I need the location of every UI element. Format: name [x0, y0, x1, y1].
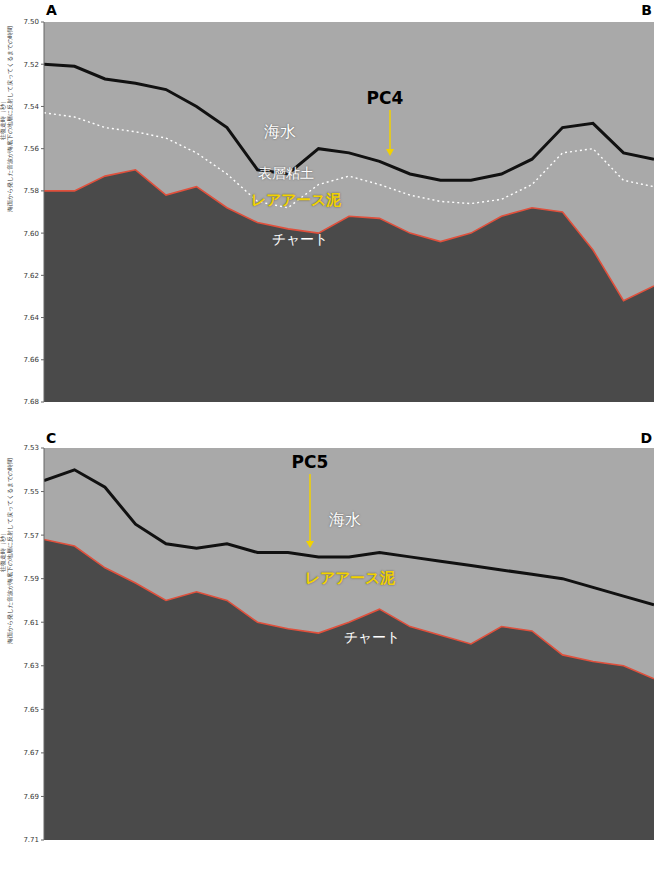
svg-text:7.66: 7.66 [23, 356, 39, 364]
html-text:海面から発した音波が海底下の地層に反射して戻ってくるまでの時: 海面から発した音波が海底下の地層に反射して戻ってくるまでの時間 [6, 26, 13, 212]
svg-text:7.62: 7.62 [23, 272, 39, 280]
html-text:海面から発した音波が海底下の地層に反射して戻ってくるまでの時: 海面から発した音波が海底下の地層に反射して戻ってくるまでの時間 [6, 458, 13, 644]
svg-text:7.56: 7.56 [23, 145, 39, 153]
svg-text:7.61: 7.61 [23, 619, 39, 627]
svg-text:7.67: 7.67 [23, 749, 39, 757]
svg-text:7.54: 7.54 [23, 103, 39, 111]
html-text:レアアース泥: レアアース泥 [251, 190, 341, 209]
html-text:海水: 海水 [264, 121, 296, 141]
svg-text:7.52: 7.52 [23, 61, 39, 69]
svg-text:7.64: 7.64 [23, 314, 39, 322]
svg-text:7.68: 7.68 [23, 398, 39, 406]
svg-text:7.50: 7.50 [23, 18, 39, 26]
svg-text:7.59: 7.59 [23, 575, 39, 583]
svg-text:7.65: 7.65 [23, 706, 39, 714]
html-text:PC5: PC5 [291, 452, 329, 472]
svg-text:7.58: 7.58 [23, 187, 39, 195]
svg-text:7.60: 7.60 [23, 230, 39, 238]
html-text:A: A [46, 2, 57, 18]
svg-text:7.63: 7.63 [23, 662, 39, 670]
svg-text:7.57: 7.57 [23, 532, 39, 540]
html-text:PC4: PC4 [366, 88, 404, 108]
html-text:往復走時（秒）: 往復走時（秒） [0, 98, 6, 140]
html-text:チャート: チャート [344, 629, 400, 645]
svg-text:7.55: 7.55 [23, 488, 39, 496]
html-text:B: B [641, 2, 652, 18]
html-text:表層粘土: 表層粘土 [258, 165, 314, 181]
html-text:チャート: チャート [272, 231, 328, 247]
html-text:D: D [640, 430, 652, 446]
svg-text:7.71: 7.71 [23, 836, 39, 844]
svg-text:7.69: 7.69 [23, 793, 39, 801]
html-text:C: C [46, 430, 57, 446]
html-text:海水: 海水 [329, 509, 361, 529]
html-text:往復走時（秒）: 往復走時（秒） [0, 530, 6, 572]
svg-text:7.53: 7.53 [23, 444, 39, 452]
html-text:レアアース泥: レアアース泥 [305, 568, 395, 587]
